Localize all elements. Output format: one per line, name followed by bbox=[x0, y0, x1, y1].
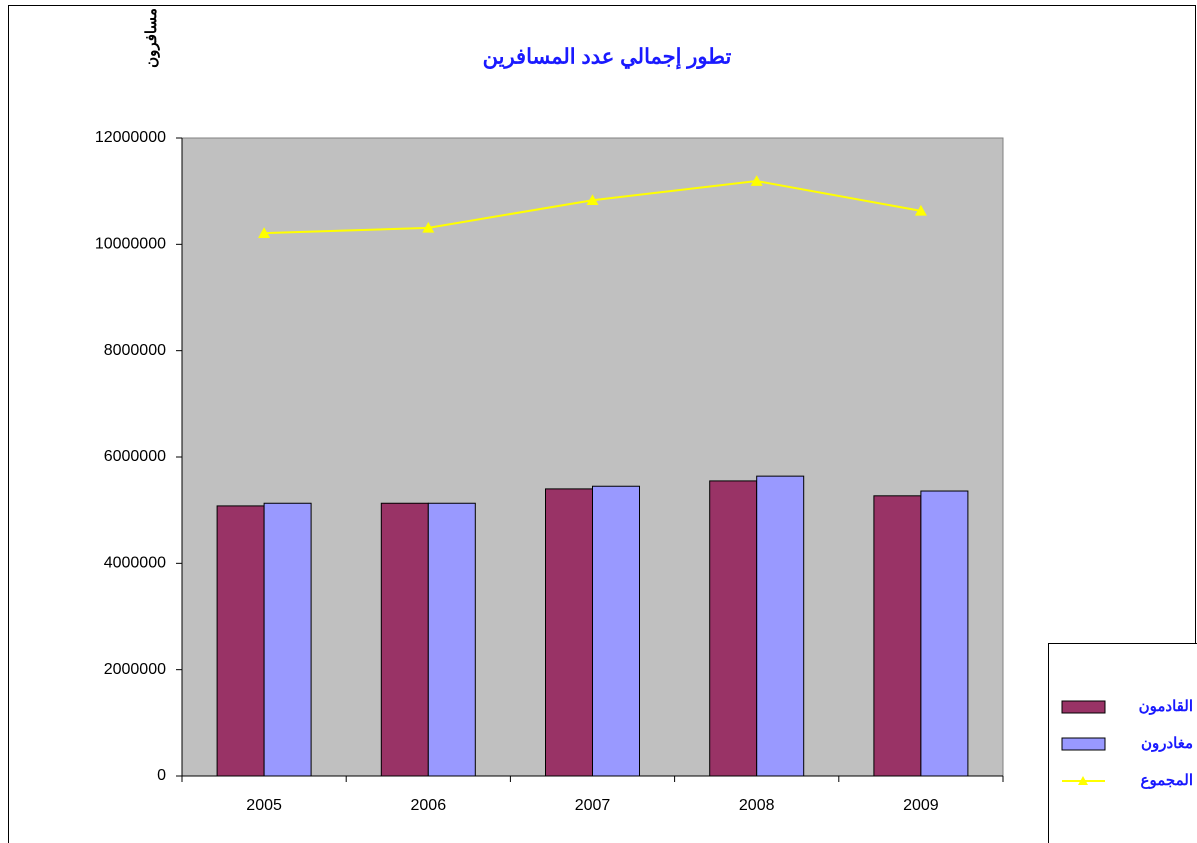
y-tick-label: 8000000 bbox=[104, 342, 166, 359]
y-tick-label: 2000000 bbox=[104, 661, 166, 678]
y-tick-label: 0 bbox=[157, 767, 166, 784]
bar bbox=[873, 495, 922, 777]
legend-label: المجموع bbox=[1141, 772, 1193, 789]
x-tick-label: 2006 bbox=[411, 797, 447, 814]
bar bbox=[545, 488, 593, 777]
x-tick-label: 2005 bbox=[246, 797, 282, 814]
line-marker bbox=[750, 175, 763, 186]
line-marker bbox=[914, 204, 927, 216]
y-axis-label: مسافرون bbox=[143, 8, 160, 68]
bar bbox=[709, 480, 758, 777]
line-marker bbox=[258, 227, 271, 238]
x-tick-label: 2009 bbox=[903, 797, 939, 814]
line-marker bbox=[586, 194, 599, 206]
y-tick-label: 4000000 bbox=[104, 555, 166, 572]
bar bbox=[592, 485, 640, 777]
legend-swatch bbox=[1078, 776, 1088, 785]
line-marker bbox=[422, 221, 435, 233]
x-tick-label: 2008 bbox=[739, 797, 775, 814]
legend-label: مغادرون bbox=[1141, 735, 1193, 752]
y-tick-label: 12000000 bbox=[95, 129, 166, 146]
bar bbox=[380, 502, 429, 777]
x-tick-label: 2007 bbox=[575, 797, 611, 814]
chart-title: تطور إجمالي عدد المسافرين bbox=[483, 46, 732, 70]
y-tick-label: 6000000 bbox=[104, 448, 166, 465]
legend-swatch bbox=[1061, 737, 1106, 751]
bar bbox=[216, 505, 265, 777]
y-tick-label: 10000000 bbox=[95, 236, 166, 253]
bar bbox=[920, 490, 969, 777]
legend-swatch bbox=[1061, 700, 1106, 714]
legend-label: القادمون bbox=[1139, 698, 1193, 715]
bar bbox=[756, 475, 805, 777]
bar bbox=[263, 502, 312, 777]
bar bbox=[427, 502, 476, 777]
